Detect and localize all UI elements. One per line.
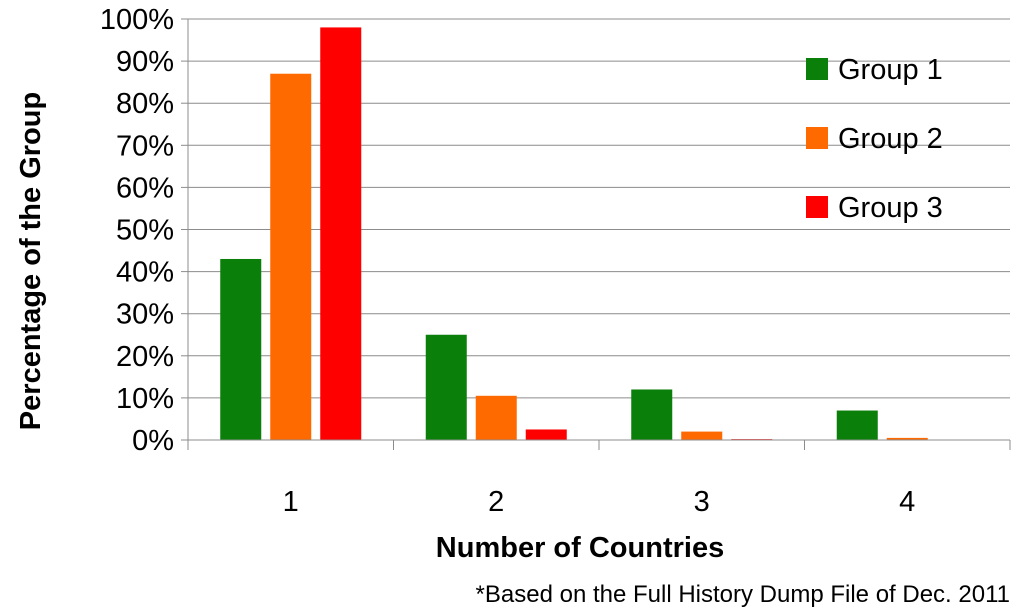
x-tick-label: 1 [283,486,299,518]
bar [475,395,517,440]
y-tick-label: 60% [116,172,174,204]
bar [631,389,673,440]
y-axis-title: Percentage of the Group [15,92,47,430]
x-axis-ticks: 1 2 3 4 [283,486,916,518]
y-tick-label: 10% [116,383,174,415]
bar [681,431,723,440]
y-tick-label: 20% [116,341,174,373]
bars [220,27,928,440]
legend-label: Group 1 [838,54,943,86]
bar [425,334,467,440]
y-tick-label: 40% [116,257,174,289]
bar [220,258,262,440]
legend-label: Group 3 [838,192,943,224]
bar [836,410,878,440]
y-tick-label: 30% [116,299,174,331]
x-axis [187,439,1011,450]
x-axis-title: Number of Countries [436,532,724,564]
legend-swatch [806,58,828,80]
y-tick-label: 100% [100,4,174,36]
bar [525,429,567,440]
y-tick-label: 80% [116,88,174,120]
legend-label: Group 2 [838,123,943,155]
y-tick-label: 90% [116,46,174,78]
x-tick-label: 4 [899,486,915,518]
y-tick-label: 70% [116,130,174,162]
legend-swatch [806,127,828,149]
legend: Group 1 Group 2 Group 3 [806,54,943,224]
bar [270,73,312,440]
legend-swatch [806,196,828,218]
y-tick-label: 50% [116,215,174,247]
bar [320,27,362,440]
y-axis-ticks: 0% 10% 20% 30% 40% 50% 60% 70% 80% 90% 100% [100,4,174,457]
bar [886,437,928,440]
y-tick-label: 0% [132,425,174,457]
x-tick-label: 3 [694,486,710,518]
footnote: *Based on the Full History Dump File of … [475,581,1010,608]
x-tick-label: 2 [488,486,504,518]
